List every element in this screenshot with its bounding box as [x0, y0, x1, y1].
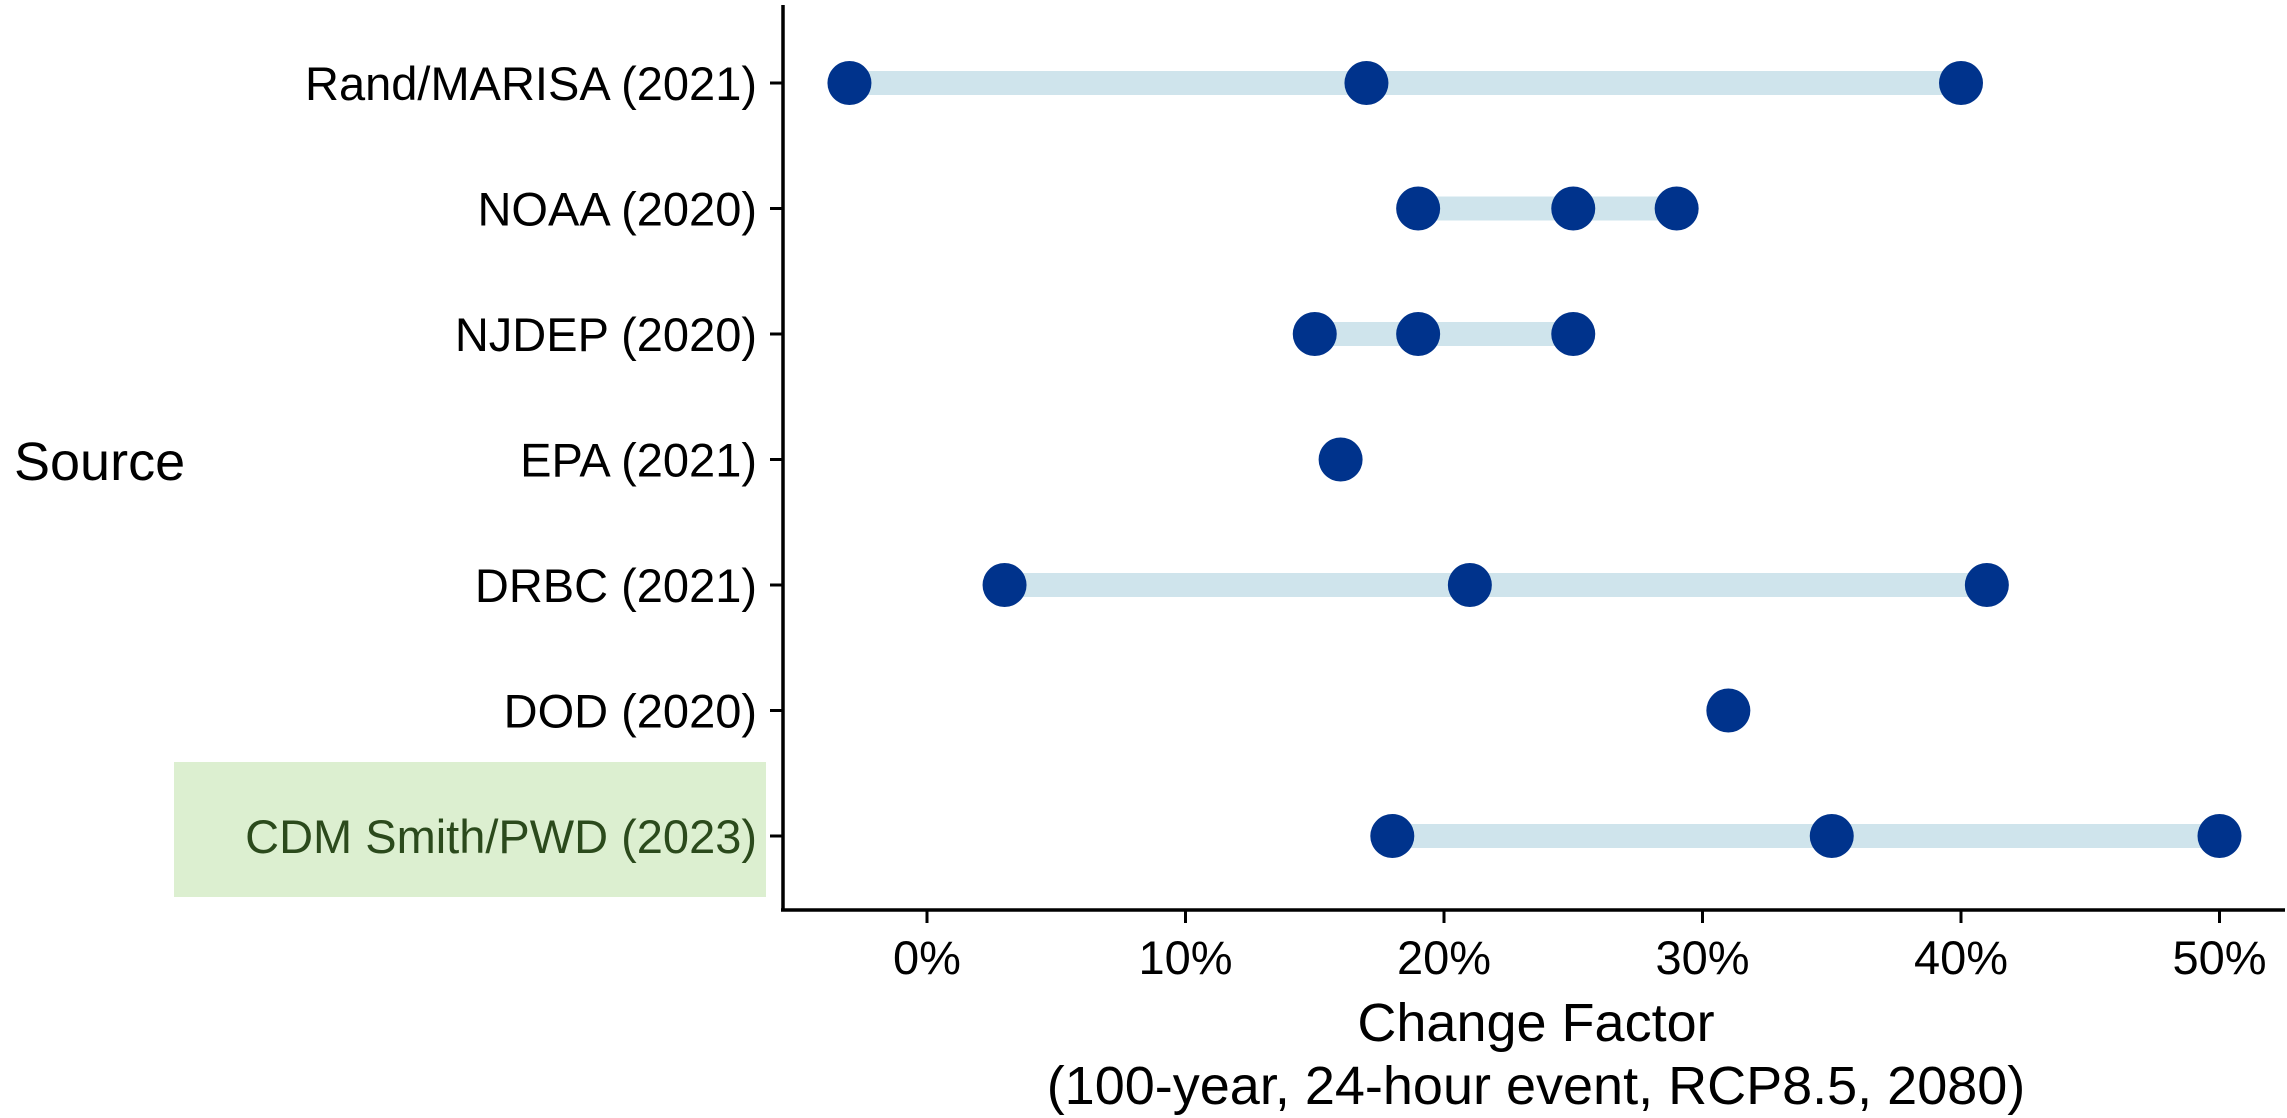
x-tick-label: 20%	[1397, 931, 1491, 984]
x-axis-title-line2: (100-year, 24-hour event, RCP8.5, 2080)	[1047, 1056, 2026, 1116]
range-bar	[1418, 196, 1677, 221]
data-point	[1964, 563, 2009, 607]
data-point	[1809, 814, 1854, 858]
data-point	[2197, 814, 2242, 858]
y-tick-label: CDM Smith/PWD (2023)	[245, 810, 757, 863]
x-tick-label: 50%	[2172, 931, 2266, 984]
range-bar	[1392, 824, 2220, 848]
y-axis-title: Source	[14, 432, 185, 492]
range-bar	[1314, 322, 1574, 346]
x-tick-label: 30%	[1655, 931, 1749, 984]
data-point	[1344, 61, 1389, 105]
data-point	[1551, 312, 1596, 356]
range-bars	[849, 71, 2220, 848]
highlight-background	[174, 762, 766, 897]
x-axis-title-line1: Change Factor	[1357, 993, 1714, 1053]
x-ticks: 0% 10% 20% 30% 40% 50%	[893, 910, 2267, 984]
data-point	[1939, 61, 1983, 105]
data-point	[1370, 814, 1415, 858]
data-point	[827, 61, 872, 105]
data-point	[1292, 312, 1337, 356]
range-bar	[849, 71, 1962, 95]
data-point	[1318, 437, 1363, 482]
y-tick-label: EPA (2021)	[520, 434, 757, 487]
data-point	[1551, 186, 1596, 231]
y-tick-label: NJDEP (2020)	[455, 308, 757, 361]
y-tick-labels: Rand/MARISA (2021) NOAA (2020) NJDEP (2020…	[245, 57, 783, 863]
x-tick-label: 10%	[1138, 931, 1232, 984]
range-bar	[1004, 573, 1987, 597]
data-points	[827, 61, 2242, 858]
y-tick-label: NOAA (2020)	[477, 183, 757, 236]
y-tick-label: Rand/MARISA (2021)	[305, 57, 757, 110]
data-point	[1447, 563, 1492, 607]
y-tick-label: DRBC (2021)	[475, 559, 757, 612]
data-point	[982, 563, 1027, 607]
x-tick-label: 40%	[1914, 931, 2008, 984]
data-point	[1654, 186, 1699, 231]
data-point	[1396, 312, 1441, 356]
data-point	[1396, 186, 1441, 231]
x-tick-label: 0%	[893, 931, 961, 984]
y-tick-label: DOD (2020)	[504, 685, 757, 738]
data-point	[1706, 688, 1751, 733]
